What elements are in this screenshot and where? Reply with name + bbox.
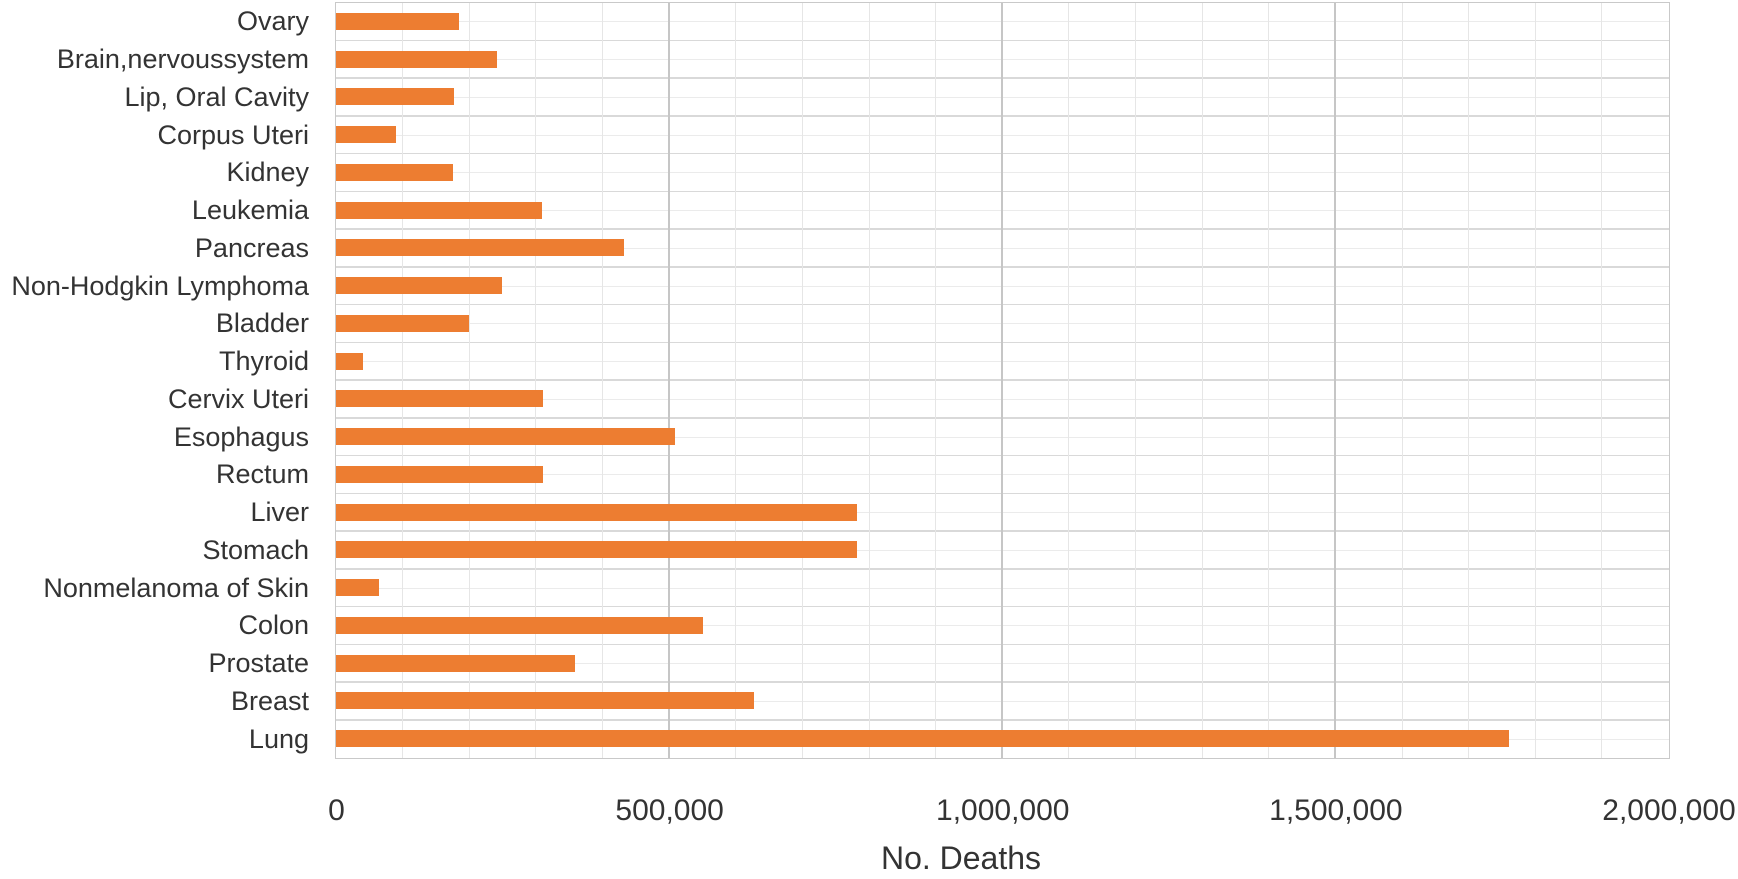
category-label: Stomach xyxy=(202,534,309,565)
x-axis-title: No. Deaths xyxy=(880,840,1042,876)
bar xyxy=(336,579,380,597)
category-label: Nonmelanoma of Skin xyxy=(43,572,309,603)
minor-gridline xyxy=(1401,2,1403,758)
category-label: Kidney xyxy=(226,157,309,188)
minor-gridline xyxy=(935,2,937,758)
bar xyxy=(336,541,858,559)
category-label: Cervix Uteri xyxy=(167,383,309,414)
minor-gridline xyxy=(1068,2,1070,758)
category-label: Thyroid xyxy=(218,346,309,377)
minor-gridline xyxy=(1601,2,1603,758)
minor-gridline xyxy=(402,2,404,758)
category-label: Esophagus xyxy=(173,421,309,452)
bar xyxy=(336,277,502,295)
category-label: Bladder xyxy=(215,308,309,339)
minor-gridline xyxy=(535,2,537,758)
category-label: Prostate xyxy=(208,648,309,679)
x-tick-label: 2,000,000 xyxy=(1602,794,1736,827)
bar xyxy=(336,428,675,446)
category-label: Lung xyxy=(248,723,309,754)
minor-gridline xyxy=(801,2,803,758)
category-label: Ovary xyxy=(236,6,309,37)
plot-area xyxy=(335,1,1670,759)
major-gridline xyxy=(1001,2,1004,758)
minor-gridline xyxy=(468,2,470,758)
minor-gridline xyxy=(602,2,603,758)
bar xyxy=(336,692,754,710)
minor-gridline xyxy=(1201,2,1203,758)
bar xyxy=(336,163,453,181)
minor-gridline xyxy=(1135,2,1136,758)
bar xyxy=(336,239,624,257)
bar xyxy=(336,616,704,634)
category-label: Breast xyxy=(230,685,309,716)
x-tick-label: 0 xyxy=(328,794,345,827)
category-label: Brain,nervoussystem xyxy=(56,44,309,75)
bar xyxy=(336,12,460,30)
minor-gridline xyxy=(735,2,737,758)
bar xyxy=(336,352,364,370)
category-label: Pancreas xyxy=(194,232,309,263)
bar xyxy=(336,88,455,106)
x-tick-label: 1,000,000 xyxy=(936,794,1070,827)
bar xyxy=(336,50,497,68)
minor-gridline xyxy=(1534,2,1536,758)
category-label: Leukemia xyxy=(191,195,309,226)
category-label: Rectum xyxy=(215,459,309,490)
category-label: Non-Hodgkin Lymphoma xyxy=(11,270,309,301)
bar xyxy=(336,654,576,672)
minor-gridline xyxy=(868,2,870,758)
bar xyxy=(336,730,1510,748)
category-label: Liver xyxy=(250,497,309,528)
major-gridline xyxy=(1334,2,1337,758)
major-gridline xyxy=(668,2,671,758)
category-label: Colon xyxy=(238,610,309,641)
minor-gridline xyxy=(1268,2,1270,758)
x-tick-label: 1,500,000 xyxy=(1269,794,1403,827)
minor-gridline xyxy=(1468,2,1470,758)
bar xyxy=(336,126,396,144)
bar xyxy=(336,201,542,219)
bar xyxy=(336,503,857,521)
bar xyxy=(336,390,544,408)
bar xyxy=(336,314,470,332)
category-label: Corpus Uteri xyxy=(157,119,309,150)
category-label: Lip, Oral Cavity xyxy=(124,81,309,112)
x-tick-label: 500,000 xyxy=(615,794,724,827)
bar xyxy=(336,465,543,483)
